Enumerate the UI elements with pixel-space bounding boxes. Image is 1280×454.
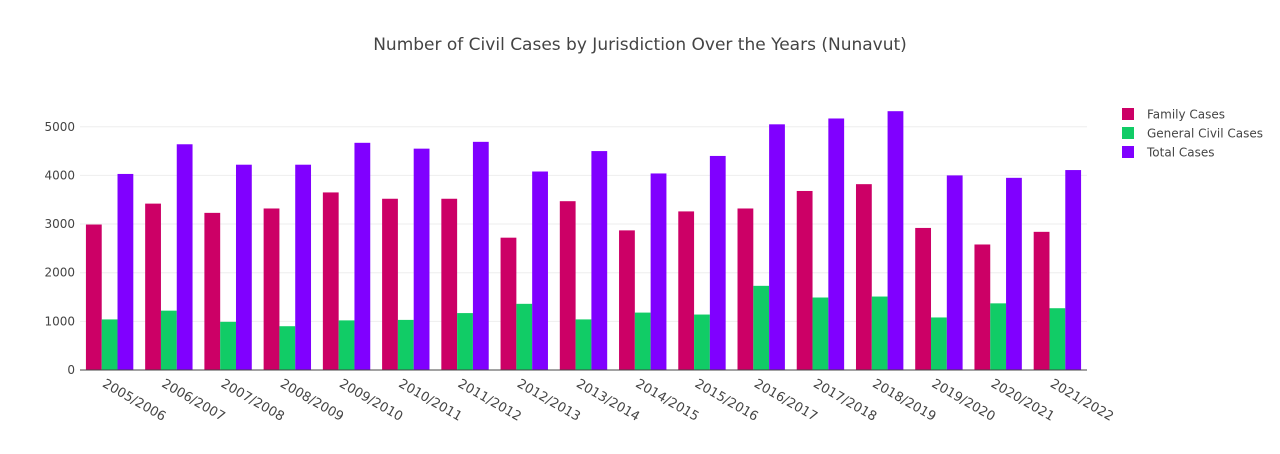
bar-family-cases	[145, 203, 161, 370]
legend-item[interactable]: General Civil Cases	[1122, 127, 1263, 141]
x-tick-label: 2019/2020	[929, 376, 998, 424]
bar-general-civil-cases	[457, 313, 473, 370]
bar-total-cases	[176, 144, 193, 370]
bar-general-civil-cases	[575, 319, 592, 370]
x-tick-label: 2020/2021	[988, 376, 1057, 424]
x-tick-label: 2005/2006	[100, 376, 169, 424]
x-tick-label: 2016/2017	[751, 376, 820, 424]
legend-label: General Civil Cases	[1147, 127, 1263, 141]
bar-family-cases	[855, 184, 872, 370]
bar-general-civil-cases	[516, 303, 533, 370]
bar-family-cases	[382, 198, 398, 370]
legend-swatch	[1122, 127, 1134, 139]
bar-family-cases	[678, 211, 695, 370]
y-tick-label: 4000	[44, 168, 75, 182]
bar-general-civil-cases	[634, 312, 651, 370]
legend-label: Total Cases	[1146, 146, 1214, 160]
bar-general-civil-cases	[220, 321, 236, 370]
y-tick-label: 2000	[44, 266, 75, 280]
x-tick-label: 2015/2016	[692, 376, 761, 424]
bar-total-cases	[887, 111, 904, 371]
bar-total-cases	[235, 164, 252, 370]
bar-family-cases	[737, 208, 754, 370]
bar-general-civil-cases	[694, 314, 710, 370]
bar-total-cases	[769, 124, 785, 370]
y-tick-label: 1000	[44, 314, 75, 328]
bar-family-cases	[915, 227, 932, 370]
x-tick-label: 2018/2019	[870, 376, 939, 424]
bar-total-cases	[472, 141, 489, 370]
x-tick-label: 2006/2007	[159, 376, 228, 424]
bar-general-civil-cases	[160, 310, 177, 370]
bar-family-cases	[204, 212, 221, 370]
bar-general-civil-cases	[812, 297, 829, 370]
x-tick-label: 2009/2010	[337, 376, 406, 424]
bars	[85, 111, 1082, 371]
legend-item[interactable]: Family Cases	[1122, 108, 1225, 122]
x-tick-label: 2011/2012	[455, 376, 524, 424]
gridlines	[80, 126, 1087, 322]
bar-general-civil-cases	[931, 317, 947, 370]
bar-total-cases	[1065, 170, 1082, 370]
bar-general-civil-cases	[397, 319, 414, 370]
bar-family-cases	[1033, 231, 1050, 370]
bar-family-cases	[500, 237, 517, 370]
bar-family-cases	[322, 192, 339, 370]
bar-total-cases	[295, 164, 312, 370]
chart-title: Number of Civil Cases by Jurisdiction Ov…	[373, 35, 907, 55]
x-tick-label: 2007/2008	[218, 376, 287, 424]
bar-family-cases	[441, 198, 458, 370]
bar-general-civil-cases	[871, 296, 888, 370]
x-tick-label: 2008/2009	[277, 376, 346, 424]
x-tick-label: 2014/2015	[633, 376, 702, 424]
bar-family-cases	[974, 244, 991, 370]
bar-general-civil-cases	[753, 285, 770, 370]
x-tick-label: 2021/2022	[1047, 376, 1116, 424]
bar-total-cases	[828, 118, 845, 371]
bar-total-cases	[709, 155, 726, 370]
bar-family-cases	[85, 224, 102, 370]
x-tick-label: 2013/2014	[574, 376, 643, 424]
bar-total-cases	[117, 173, 134, 370]
bar-general-civil-cases	[990, 303, 1007, 370]
legend-item[interactable]: Total Cases	[1122, 146, 1214, 160]
bar-total-cases	[946, 175, 963, 370]
x-tick-label: 2012/2013	[514, 376, 583, 424]
bar-total-cases	[413, 148, 430, 370]
legend-label: Family Cases	[1147, 108, 1225, 122]
bar-total-cases	[532, 171, 548, 370]
y-tick-label: 5000	[44, 120, 75, 134]
bar-family-cases	[796, 190, 813, 370]
bar-general-civil-cases	[279, 326, 296, 370]
bar-total-cases	[650, 173, 667, 370]
bar-total-cases	[591, 151, 608, 370]
x-tick-label: 2010/2011	[396, 376, 465, 424]
legend-swatch	[1122, 146, 1134, 158]
bar-family-cases	[263, 208, 280, 370]
bar-general-civil-cases	[338, 320, 355, 370]
bar-total-cases	[1006, 177, 1022, 370]
legend-swatch	[1122, 108, 1134, 120]
legend[interactable]: Family Cases General Civil Cases Total Cas…	[1122, 108, 1263, 160]
bar-general-civil-cases	[1049, 308, 1066, 370]
y-tick-label: 3000	[44, 217, 75, 231]
bar-family-cases	[559, 201, 576, 370]
y-tick-label: 0	[67, 363, 75, 377]
bar-general-civil-cases	[101, 319, 118, 370]
bar-family-cases	[619, 230, 635, 370]
x-tick-label: 2017/2018	[810, 376, 879, 424]
bar-total-cases	[354, 142, 371, 370]
